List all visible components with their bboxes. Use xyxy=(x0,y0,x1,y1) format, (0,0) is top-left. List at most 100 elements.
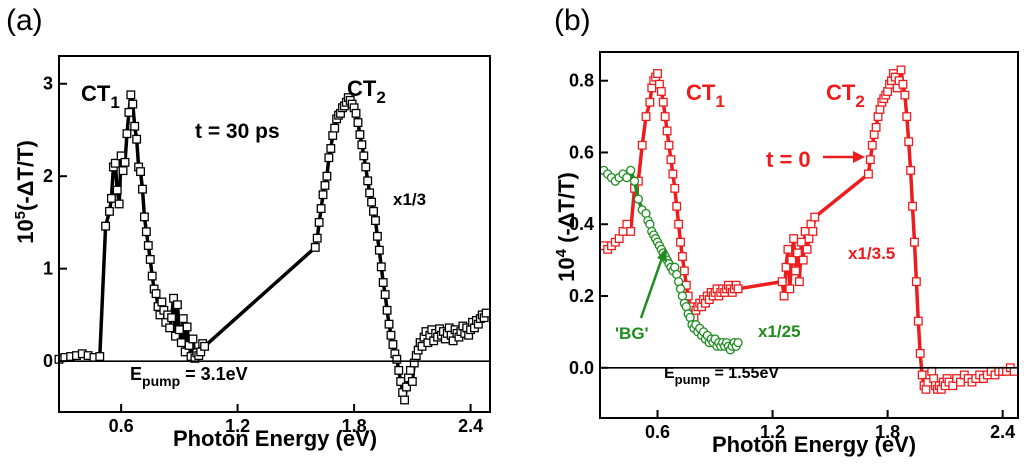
panel-b-bg-label: 'BG' xyxy=(615,324,649,343)
y-tick-label: 2 xyxy=(43,166,53,186)
x-tick-label: 1.2 xyxy=(760,422,785,442)
data-point xyxy=(105,206,114,216)
panel-b-ct1-label: CT1 xyxy=(686,80,725,111)
panel-b-x-axis-label: Photon Energy (eV) xyxy=(712,432,916,457)
data-point xyxy=(310,242,320,252)
data-point xyxy=(132,134,142,144)
data-point xyxy=(122,129,132,139)
data-point xyxy=(376,262,386,272)
panel-b-scale-green-label: x1/25 xyxy=(758,322,801,341)
data-point xyxy=(618,226,628,236)
data-point xyxy=(656,87,666,96)
data-point xyxy=(622,219,632,229)
data-point xyxy=(641,112,651,122)
data-point xyxy=(896,65,906,75)
y-tick-label: 0 xyxy=(43,351,53,371)
data-point xyxy=(112,185,122,195)
data-point xyxy=(660,112,670,122)
data-point xyxy=(733,337,743,348)
data-point xyxy=(906,165,916,175)
data-point xyxy=(118,166,128,176)
data-point xyxy=(392,354,402,364)
data-point xyxy=(330,123,340,133)
y-tick-label: 0.2 xyxy=(569,286,594,306)
data-point xyxy=(900,90,910,100)
data-point xyxy=(400,395,410,405)
panel-a-data xyxy=(54,90,491,405)
data-point xyxy=(405,365,415,375)
data-point xyxy=(139,212,149,222)
data-point xyxy=(318,190,328,200)
data-point xyxy=(124,107,134,117)
data-point xyxy=(394,365,404,375)
data-point xyxy=(796,237,806,247)
data-point xyxy=(357,140,367,150)
data-point xyxy=(629,176,640,186)
data-point xyxy=(172,300,182,310)
data-point xyxy=(672,201,682,211)
data-point xyxy=(614,234,624,244)
data-point xyxy=(200,341,210,351)
data-point xyxy=(910,237,919,247)
data-point xyxy=(174,325,184,335)
y-tick-label: 3 xyxy=(43,74,53,94)
data-point xyxy=(806,219,816,229)
panel-b-ct2-label: CT2 xyxy=(826,80,865,111)
data-point xyxy=(188,334,198,344)
data-point xyxy=(402,382,411,392)
data-point xyxy=(95,352,105,361)
data-point xyxy=(875,104,885,114)
data-point xyxy=(481,308,491,318)
data-point xyxy=(873,112,883,122)
panel-b-label: (b) xyxy=(554,4,591,37)
data-point xyxy=(917,370,927,380)
panel-b-time-label: t = 0 xyxy=(766,147,811,172)
data-point xyxy=(867,140,877,150)
data-point xyxy=(176,338,186,348)
data-point xyxy=(791,266,801,276)
data-point xyxy=(386,330,396,340)
data-point xyxy=(810,212,820,222)
data-point xyxy=(783,244,793,254)
data-point xyxy=(676,237,685,247)
data-point xyxy=(802,244,812,254)
panel-a-ct1-label: CT1 xyxy=(81,81,120,112)
panel-a-plot-frame xyxy=(58,55,491,413)
data-point xyxy=(779,291,789,301)
data-point xyxy=(126,90,136,100)
x-tick-label: 0.6 xyxy=(109,416,134,436)
data-point xyxy=(1009,366,1019,376)
data-point xyxy=(128,99,138,109)
data-point xyxy=(883,87,893,96)
panel-b-y-axis-label: 104 (-ΔT/T) xyxy=(553,172,579,282)
data-point xyxy=(157,297,167,307)
y-tick-label: 0.0 xyxy=(569,358,594,378)
data-point xyxy=(733,284,743,294)
data-point xyxy=(110,158,120,168)
data-point xyxy=(114,199,124,209)
data-point xyxy=(372,231,382,241)
data-point xyxy=(380,290,390,300)
data-point xyxy=(664,140,674,150)
data-point xyxy=(777,277,787,287)
panel-b-bg-arrow xyxy=(639,257,664,319)
data-point xyxy=(902,112,912,122)
data-point xyxy=(151,289,161,299)
data-point xyxy=(626,226,636,236)
data-point xyxy=(948,381,958,391)
data-point xyxy=(871,122,881,132)
data-point xyxy=(320,181,330,190)
panel-b-time-arrowhead xyxy=(853,151,865,163)
panel-b-scale-red-label: x1/3.5 xyxy=(848,244,895,263)
data-point xyxy=(622,172,632,183)
panel-a: (a) 0.6 1.2 1.8 2.4 0 1 2 3 CT1 CT2 t = 30 ps x… xyxy=(6,4,491,451)
data-point xyxy=(674,219,684,229)
data-point xyxy=(654,79,664,89)
data-point xyxy=(633,194,643,204)
data-point xyxy=(328,131,338,140)
data-point xyxy=(956,377,965,387)
data-point xyxy=(378,278,388,287)
data-point xyxy=(145,254,155,264)
data-point xyxy=(898,79,908,89)
